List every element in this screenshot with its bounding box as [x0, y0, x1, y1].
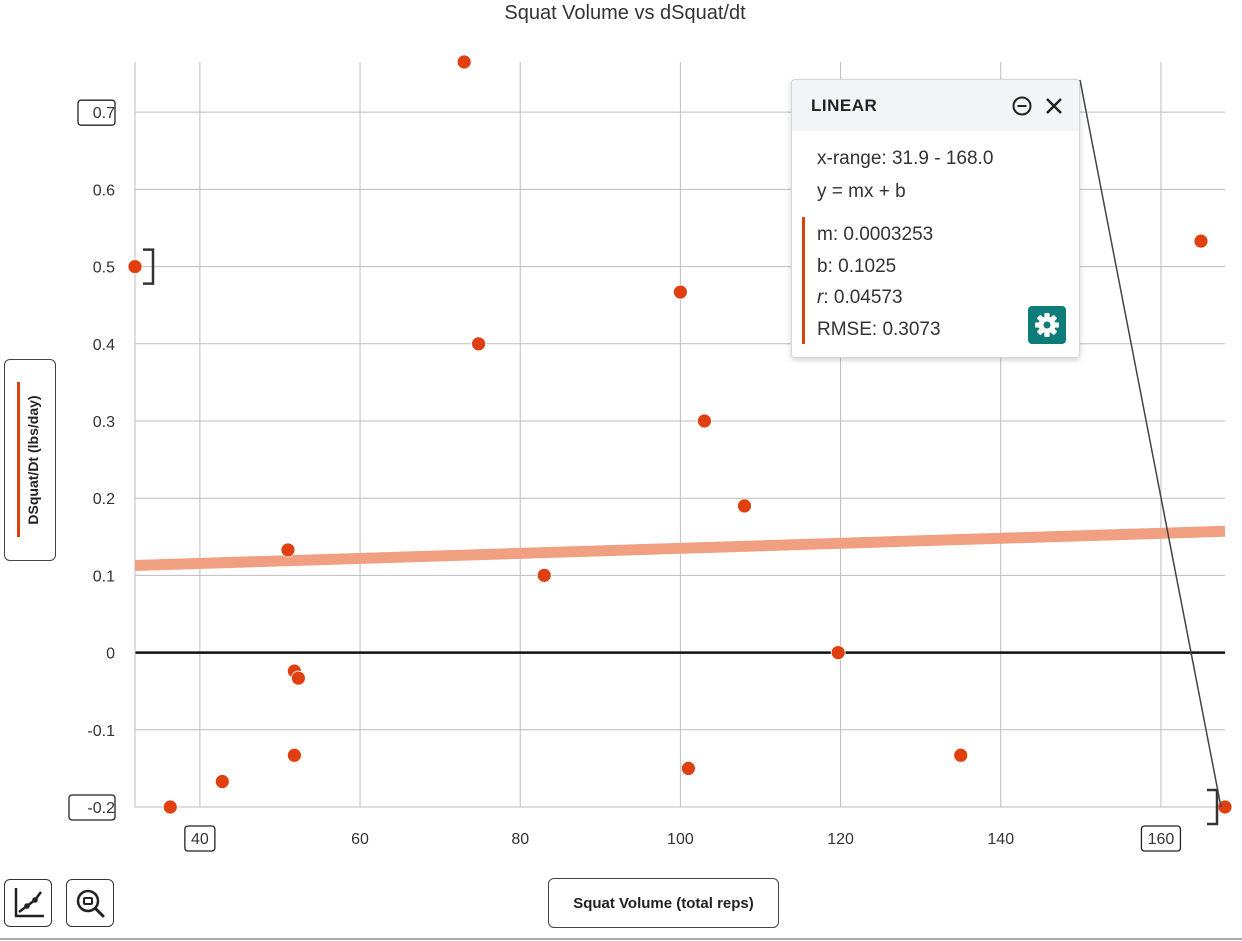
stats-color-bar [802, 217, 805, 344]
regression-settings-button[interactable] [1028, 306, 1066, 344]
data-point [471, 336, 486, 352]
x-axis-label: Squat Volume (total reps) [573, 894, 754, 912]
y-tick-box [68, 794, 116, 821]
data-point [280, 542, 296, 558]
regression-panel-header: LINEAR [792, 80, 1079, 131]
correlation-value: r: 0.04573 [817, 287, 903, 309]
data-point [127, 259, 143, 274]
y-axis-selector-button[interactable]: DSquat/Dt (lbs/day) [4, 359, 56, 561]
bottom-divider [0, 938, 1242, 940]
close-icon[interactable] [1042, 94, 1066, 118]
y-tick-label: 0.2 [93, 491, 115, 508]
y-tick-label: 0.7 [93, 105, 115, 122]
equation-text: y = mx + b [817, 181, 906, 202]
y-tick-label: -0.1 [87, 723, 115, 740]
data-point [214, 774, 230, 789]
x-tick-box [1140, 825, 1182, 852]
x-range-text: x-range: 31.9 - 168.0 [817, 148, 994, 169]
x-tick-label: 160 [1148, 831, 1175, 848]
regression-type-title: LINEAR [811, 96, 878, 115]
gear-icon [1035, 313, 1059, 337]
data-point [697, 413, 712, 429]
y-tick-label: 0.1 [93, 568, 115, 585]
range-overlay [143, 79, 1222, 826]
x-tick-label: 140 [987, 831, 1014, 848]
points-layer [127, 54, 1233, 815]
data-point [737, 498, 752, 514]
data-point [536, 567, 552, 583]
zoom-fit-icon [76, 889, 105, 918]
fit-line [134, 525, 1226, 571]
x-tick-label: 120 [827, 831, 854, 848]
x-tick-label: 100 [667, 831, 694, 848]
regression-panel: LINEAR x-range: 31.9 - 168.0 y = mx + b … [791, 79, 1080, 358]
slope-value: m: 0.0003253 [817, 224, 934, 245]
x-gridlines [199, 62, 1162, 807]
minus-circle-icon[interactable] [1010, 94, 1034, 118]
data-point [1193, 233, 1209, 249]
fit-line-layer [134, 525, 1226, 571]
range-end-bracket [1207, 788, 1219, 826]
data-point [162, 799, 178, 815]
y-tick-label: 0.3 [93, 414, 115, 431]
y-tick-box [77, 99, 116, 126]
data-point [681, 760, 696, 776]
line-chart-tool-button[interactable] [4, 879, 52, 927]
x-tick-label: 40 [191, 831, 209, 848]
r-number: : 0.04573 [823, 287, 903, 308]
data-point [286, 747, 302, 763]
rmse-value: RMSE: 0.3073 [817, 319, 941, 340]
y-tick-label: 0.6 [93, 182, 115, 199]
r-symbol: r [817, 287, 824, 308]
data-point [953, 747, 969, 763]
chart-title: Squat Volume vs dSquat/dt [504, 2, 746, 24]
line-chart-icon [14, 888, 44, 918]
x-tick-labels: 40 60 80 100 120 140 160 [184, 825, 1182, 852]
axes [134, 62, 1225, 808]
data-point [673, 284, 688, 300]
data-point [290, 670, 306, 686]
x-tick-box [184, 825, 216, 852]
y-tick-labels: -0.2 -0.1 0 0.1 0.2 0.3 0.4 0.5 0.6 0.7 [68, 99, 116, 821]
y-tick-label: 0.4 [93, 337, 115, 354]
y-tick-label: 0 [106, 646, 115, 663]
data-point [830, 645, 846, 660]
x-tick-label: 80 [511, 831, 529, 848]
x-axis-selector-button[interactable]: Squat Volume (total reps) [548, 878, 779, 928]
zoom-fit-tool-button[interactable] [66, 879, 114, 927]
y-tick-label: 0.5 [93, 260, 115, 277]
x-tick-label: 60 [351, 831, 369, 848]
data-point [456, 54, 472, 70]
intercept-value: b: 0.1025 [817, 256, 897, 277]
y-axis-label: DSquat/Dt (lbs/day) [25, 395, 41, 525]
panel-connector-line [1079, 79, 1222, 808]
y-tick-label: -0.2 [87, 800, 115, 817]
series-color-swatch [17, 382, 20, 537]
range-start-bracket [143, 248, 155, 285]
